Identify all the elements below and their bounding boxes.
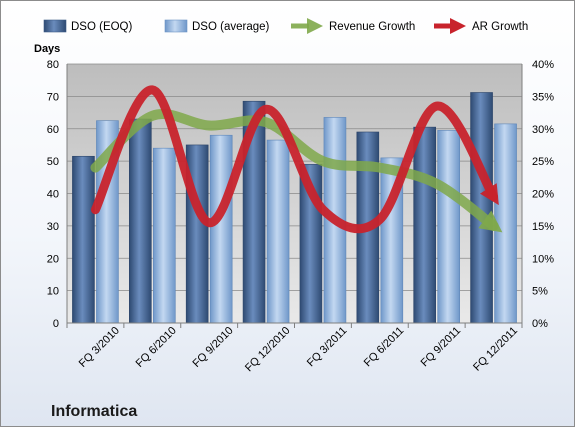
bar-dso-average [266,139,290,324]
right-tick-label: 5% [532,286,548,298]
right-tick-label: 15% [532,221,554,233]
legend-swatch-ar-growth [434,18,466,34]
right-tick-label: 35% [532,91,554,103]
x-tick-label: FQ 6/2011 [362,325,407,370]
growth-lines [90,85,503,234]
x-tick-label: FQ 3/2011 [305,325,350,370]
bar-dso-average [153,147,176,324]
bar-dso-eoq [72,155,95,324]
legend-swatch-revenue-growth [291,18,323,34]
x-tick-label: FQ 12/2011 [471,325,520,374]
legend-label-ar-growth: AR Growth [472,21,528,33]
left-tick-label: 0 [53,318,59,330]
legend-swatch-dso-average [164,19,188,33]
right-tick-label: 0% [532,318,548,330]
right-axis-ticks: 0% 5% 10% 15% 20% 25% 30% 35% 40% [532,59,554,330]
left-tick-label: 80 [47,59,59,71]
x-tick-label: FQ 9/2011 [419,325,464,370]
left-tick-label: 70 [47,91,59,103]
legend: DSO (EOQ) DSO (average) Revenue Growth A… [43,18,528,34]
legend-label-dso-eoq: DSO (EOQ) [71,21,133,33]
left-tick-label: 30 [47,221,59,233]
bar-dso-eoq [413,126,436,324]
x-axis-ticks: FQ 3/2010 FQ 6/2010 FQ 9/2010 FQ 12/2010 FQ … [66,323,523,375]
bar-dso-eoq [129,118,152,324]
left-tick-label: 50 [47,156,59,168]
left-axis-title: Days [34,43,60,55]
legend-label-revenue-growth: Revenue Growth [329,21,415,33]
bar-dso-average [437,130,460,324]
left-tick-label: 20 [47,253,59,265]
right-tick-label: 30% [532,124,554,136]
left-tick-label: 10 [47,286,59,298]
line-ar-growth [90,85,499,234]
company-name: Informatica [51,403,137,420]
right-tick-label: 20% [532,189,554,201]
bar-dso-average [209,134,233,324]
right-tick-label: 10% [532,253,554,265]
right-tick-label: 25% [532,156,554,168]
x-tick-label: FQ 6/2010 [134,325,179,370]
left-tick-label: 40 [47,189,59,201]
x-tick-label: FQ 12/2010 [243,325,293,375]
right-tick-label: 40% [532,59,554,71]
left-tick-label: 60 [47,124,59,136]
x-tick-label: FQ 3/2010 [77,325,122,370]
left-axis-ticks: 0 10 20 30 40 50 60 70 80 [47,59,59,330]
legend-label-dso-average: DSO (average) [192,21,270,33]
legend-swatch-dso-eoq [43,19,67,33]
x-tick-label: FQ 9/2010 [191,325,236,370]
